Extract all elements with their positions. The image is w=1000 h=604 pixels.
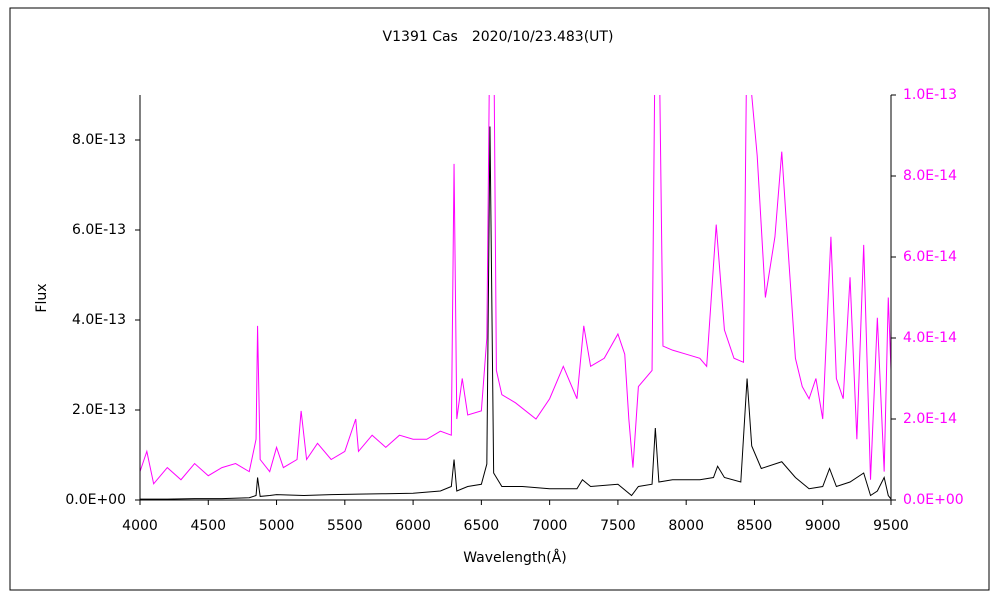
y2-tick-label: 0.0E+00 <box>903 492 964 508</box>
y-axis-label: Flux <box>34 283 50 312</box>
y2-tick-label: 2.0E-14 <box>903 411 957 427</box>
x-tick-label: 8000 <box>668 518 704 534</box>
x-tick-label: 7500 <box>600 518 636 534</box>
y-tick-label: 2.0E-13 <box>72 402 126 418</box>
x-tick-label: 4000 <box>122 518 158 534</box>
spectrum-line <box>140 95 891 485</box>
y-tick-label: 0.0E+00 <box>65 492 126 508</box>
x-tick-label: 4500 <box>190 518 226 534</box>
x-axis-label: Wavelength(Å) <box>463 549 567 566</box>
x-tick-label: 7000 <box>532 518 568 534</box>
chart-frame <box>9 7 990 591</box>
x-tick-label: 6000 <box>395 518 431 534</box>
spectrum-line <box>140 126 891 500</box>
y2-tick-label: 4.0E-14 <box>903 330 957 346</box>
chart-title: V1391 Cas 2020/10/23.483(UT) <box>383 29 614 45</box>
y2-tick-label: 1.0E-13 <box>903 87 957 103</box>
y-tick-label: 8.0E-13 <box>72 132 126 148</box>
x-tick-label: 8500 <box>737 518 773 534</box>
y2-tick-label: 8.0E-14 <box>903 168 957 184</box>
x-tick-label: 5000 <box>259 518 295 534</box>
x-tick-label: 9500 <box>873 518 909 534</box>
x-tick-label: 9000 <box>805 518 841 534</box>
x-tick-label: 5500 <box>327 518 363 534</box>
y-tick-label: 4.0E-13 <box>72 312 126 328</box>
x-tick-label: 6500 <box>464 518 500 534</box>
y-tick-label: 6.0E-13 <box>72 222 126 238</box>
y2-tick-label: 6.0E-14 <box>903 249 957 265</box>
plot-area <box>140 95 891 500</box>
